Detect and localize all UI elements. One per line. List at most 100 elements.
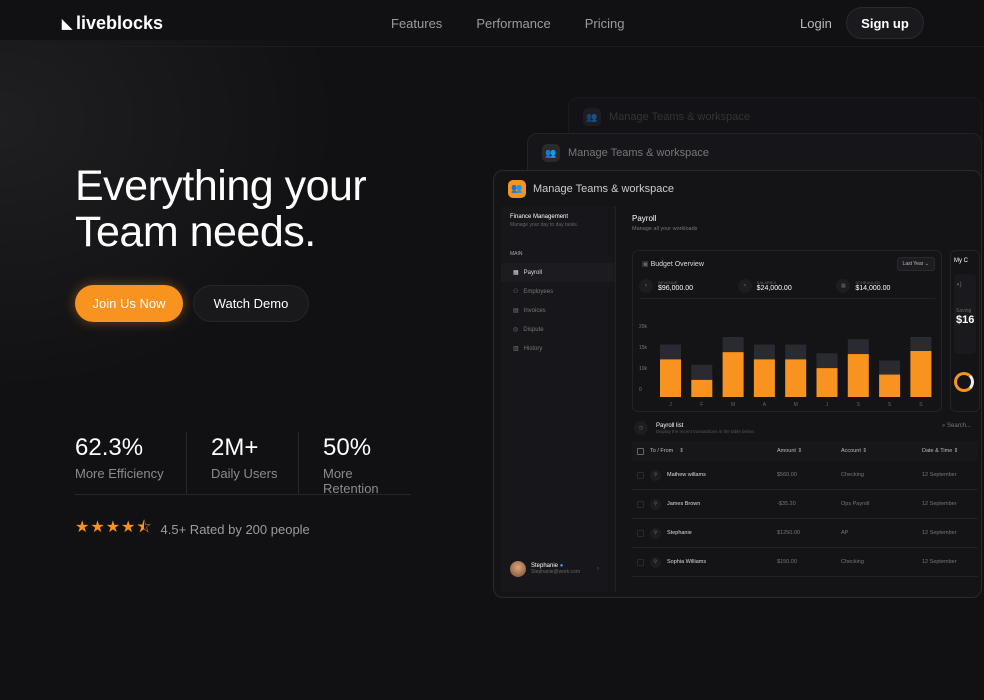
logo[interactable]: ◣ liveblocks xyxy=(62,13,163,34)
row-account: Ops Payroll xyxy=(841,501,870,507)
stat-label: More Efficiency xyxy=(75,466,164,481)
row-date: 12 September xyxy=(922,501,957,507)
sidebar-item-label: Dispute xyxy=(523,326,544,333)
stat-label: More Retention xyxy=(323,466,379,496)
contactless-icon: ◖) xyxy=(956,282,962,288)
stats: 62.3% More Efficiency 2M+ Daily Users 50% M… xyxy=(75,432,411,496)
revenue-icon: × xyxy=(639,279,653,293)
row-checkbox[interactable] xyxy=(637,529,644,537)
kpi-label: SCHEDULED xyxy=(855,280,881,285)
table-row[interactable]: ⚲ Stephanie $1250.00 AP 12 September xyxy=(632,519,978,548)
user-email: Stephanie@work.com xyxy=(531,569,580,575)
row-account: Checking xyxy=(841,472,864,478)
page-title: Payroll xyxy=(632,214,657,223)
kpi-label: SALARIES xyxy=(756,280,777,285)
nav-pricing[interactable]: Pricing xyxy=(584,16,625,31)
chart-icon: ▣ xyxy=(642,261,649,268)
login-link[interactable]: Login xyxy=(800,16,832,31)
row-checkbox[interactable] xyxy=(637,471,644,479)
back-card-title: Manage Teams & workspace xyxy=(568,147,710,159)
payroll-list: ◷ Payroll list Display the recent transac… xyxy=(632,421,978,577)
grid-icon: ▦ xyxy=(513,270,519,276)
y-tick-label: 20k xyxy=(639,324,648,330)
row-name: Stephanie xyxy=(667,530,692,536)
x-tick-label: A xyxy=(763,402,767,408)
watch-demo-button[interactable]: Watch Demo xyxy=(193,285,309,322)
users-icon: ⚇ xyxy=(513,289,519,295)
user-icon: ⚲ xyxy=(650,556,661,568)
table-row[interactable]: ⚲ James Brown -$35.20 Ops Payroll 12 Septemb… xyxy=(632,490,978,519)
verified-icon: ● xyxy=(559,563,564,569)
kpi: × SALARIES $24,000.00 xyxy=(737,279,837,293)
bar-value xyxy=(722,352,744,397)
sidebar-item-employees[interactable]: ⚇ Employees xyxy=(501,282,615,301)
stat: 62.3% More Efficiency xyxy=(75,432,187,494)
kpi: × REVENUE $96,000.00 xyxy=(639,279,738,293)
row-date: 12 September xyxy=(922,530,957,536)
table-row[interactable]: ⚲ Sophia Williams $150.00 Checking 12 Septem… xyxy=(632,548,978,577)
sidebar-item-history[interactable]: ▥ History xyxy=(501,339,615,358)
app-window: 👥 Manage Teams & workspace Finance Manage… xyxy=(493,170,982,598)
sidebar-item-label: History xyxy=(523,345,543,352)
row-checkbox[interactable] xyxy=(637,558,644,566)
payroll-title: Payroll list xyxy=(656,422,684,429)
row-name: Sophia Williams xyxy=(667,559,707,565)
row-amount: -$35.20 xyxy=(777,501,796,507)
window-title: Manage Teams & workspace xyxy=(533,182,675,195)
bar-value xyxy=(910,351,932,397)
x-tick-label: J xyxy=(669,402,672,408)
back-card-title: Manage Teams & workspace xyxy=(609,111,751,123)
x-tick-label: S xyxy=(888,402,892,408)
user-icon: ⚲ xyxy=(650,498,661,510)
kpi-value: $24,000.00 xyxy=(756,285,792,292)
join-button[interactable]: Join Us Now xyxy=(75,285,183,322)
period-select[interactable]: Last Year ⌄ xyxy=(896,257,935,271)
column-header[interactable]: Date & Time xyxy=(922,448,953,454)
sidebar-item-payroll[interactable]: ▦ Payroll xyxy=(501,263,615,282)
user-icon: ⚲ xyxy=(650,469,661,481)
rating: ★★★★⯪ 4.5+ Rated by 200 people xyxy=(75,516,310,543)
sidebar-item-invoices[interactable]: ▤ Invoices xyxy=(501,301,615,320)
history-icon: ◷ xyxy=(634,421,648,435)
column-header[interactable]: To / From xyxy=(650,448,674,454)
kpi: ▦ SCHEDULED $14,000.00 xyxy=(836,279,935,293)
nav-performance[interactable]: Performance xyxy=(476,16,551,31)
sidebar-item-label: Invoices xyxy=(523,307,546,314)
kpi-label: REVENUE xyxy=(658,280,678,285)
column-header[interactable]: Amount xyxy=(777,448,796,454)
row-name: Mathew willams xyxy=(667,472,706,478)
search-input[interactable]: ⌕ Search... xyxy=(942,423,972,429)
bar-value xyxy=(847,354,869,397)
row-amount: $560.00 xyxy=(777,472,797,478)
row-date: 12 September xyxy=(922,472,957,478)
logo-icon: ◣ xyxy=(62,15,72,31)
table-row[interactable]: ⚲ Mathew willams $560.00 Checking 12 Septemb… xyxy=(632,461,978,490)
select-all-checkbox[interactable] xyxy=(637,447,644,455)
budget-chart: 0 10k 15k 20k J F M A M J S S S xyxy=(639,324,932,408)
sidebar-item-label: Payroll xyxy=(523,269,543,276)
sidebar-item-dispute[interactable]: ◎ Dispute xyxy=(501,320,615,339)
signup-button[interactable]: Sign up xyxy=(846,7,924,39)
nav-features[interactable]: Features xyxy=(391,16,443,31)
user-icon: ⚲ xyxy=(650,527,661,539)
bar-value xyxy=(816,368,838,397)
x-tick-label: M xyxy=(731,402,735,408)
user-profile[interactable]: Stephanie ● Stephanie@work.com › xyxy=(510,561,599,577)
stat-value: 50% xyxy=(323,434,372,461)
stat: 2M+ Daily Users xyxy=(187,432,299,494)
column-header[interactable]: Account xyxy=(841,448,861,454)
bar-value xyxy=(785,359,807,397)
row-account: AP xyxy=(841,530,849,536)
y-tick-label: 0 xyxy=(639,387,642,393)
users-icon: 👥 xyxy=(508,179,526,198)
page-subtitle: Manage all your workloads xyxy=(632,226,698,232)
row-account: Checking xyxy=(841,559,864,565)
bar-value xyxy=(753,359,775,397)
sidebar-title: Finance Management xyxy=(510,214,569,220)
saving-label: Saving xyxy=(956,308,972,314)
row-amount: $150.00 xyxy=(777,559,797,565)
x-tick-label: F xyxy=(700,402,703,408)
stat-value: 2M+ xyxy=(211,434,259,461)
row-checkbox[interactable] xyxy=(637,500,644,508)
cards-title: My C xyxy=(954,258,968,264)
